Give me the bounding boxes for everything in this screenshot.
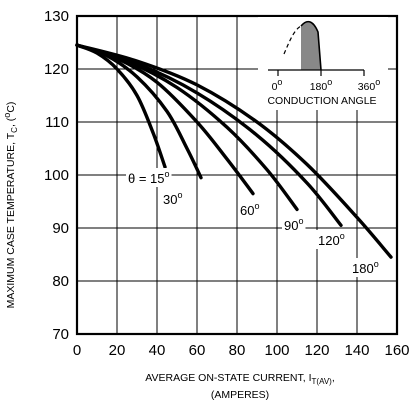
curve-label-bg <box>161 189 185 208</box>
x-tick-labels: 0 20 40 60 80 100 120 140 160 <box>73 342 410 359</box>
x-tick-100: 100 <box>264 342 289 359</box>
x-tick-120: 120 <box>304 342 329 359</box>
inset-label-360: 360o <box>358 77 381 93</box>
curve-180 <box>75 43 393 259</box>
x-tick-20: 20 <box>109 342 126 359</box>
x-tick-40: 40 <box>149 342 166 359</box>
y-tick-labels: 70 80 90 100 110 120 130 <box>44 8 69 343</box>
inset-label-180: 180o <box>310 77 333 93</box>
y-tick-70: 70 <box>52 326 69 343</box>
curve-label-180: 180o <box>352 259 379 276</box>
curve-label-90: 90o <box>284 216 303 233</box>
curve-label-60: 60o <box>240 201 259 218</box>
x-tick-60: 60 <box>189 342 206 359</box>
y-tick-110: 110 <box>45 114 69 131</box>
inset-label-0: 0o <box>272 77 283 93</box>
inset-caption: CONDUCTION ANGLE <box>267 95 376 107</box>
conduction-angle-inset: 0o 180o 360o CONDUCTION ANGLE <box>258 17 388 110</box>
curve-label-bg <box>282 215 306 234</box>
x-axis-subtitle: (AMPERES) <box>211 389 269 401</box>
curves <box>75 43 393 259</box>
x-axis-title: AVERAGE ON-STATE CURRENT, IT(AV), <box>145 372 335 386</box>
x-tick-160: 160 <box>384 342 409 359</box>
x-tick-140: 140 <box>344 342 369 359</box>
curve-label-bg <box>350 258 381 277</box>
curve-label-120: 120o <box>318 231 345 248</box>
plot-frame <box>75 14 399 336</box>
curve-label-15: θ = 15o <box>128 169 170 186</box>
curve-120 <box>75 43 343 227</box>
y-tick-120: 120 <box>44 61 69 78</box>
inset-background <box>258 17 388 110</box>
x-tick-80: 80 <box>229 342 246 359</box>
curve-label-bg <box>316 230 347 249</box>
inset-shaded-area <box>301 21 321 70</box>
y-tick-90: 90 <box>52 220 69 237</box>
inset-waveform-solid <box>300 20 322 71</box>
x-tick-0: 0 <box>73 342 81 359</box>
y-axis-title: MAXIMUM CASE TEMPERATURE, TC, (oC) <box>2 102 19 309</box>
curve-labels: θ = 15o 30o 60o 90o 120o 180o <box>126 168 381 277</box>
curve-label-30: 30o <box>163 190 182 207</box>
y-tick-100: 100 <box>44 167 69 184</box>
inset-waveform-dashed <box>283 25 302 55</box>
y-tick-80: 80 <box>52 273 69 290</box>
curve-label-bg <box>126 168 172 187</box>
y-tick-130: 130 <box>44 8 69 25</box>
curve-label-bg <box>238 200 262 219</box>
